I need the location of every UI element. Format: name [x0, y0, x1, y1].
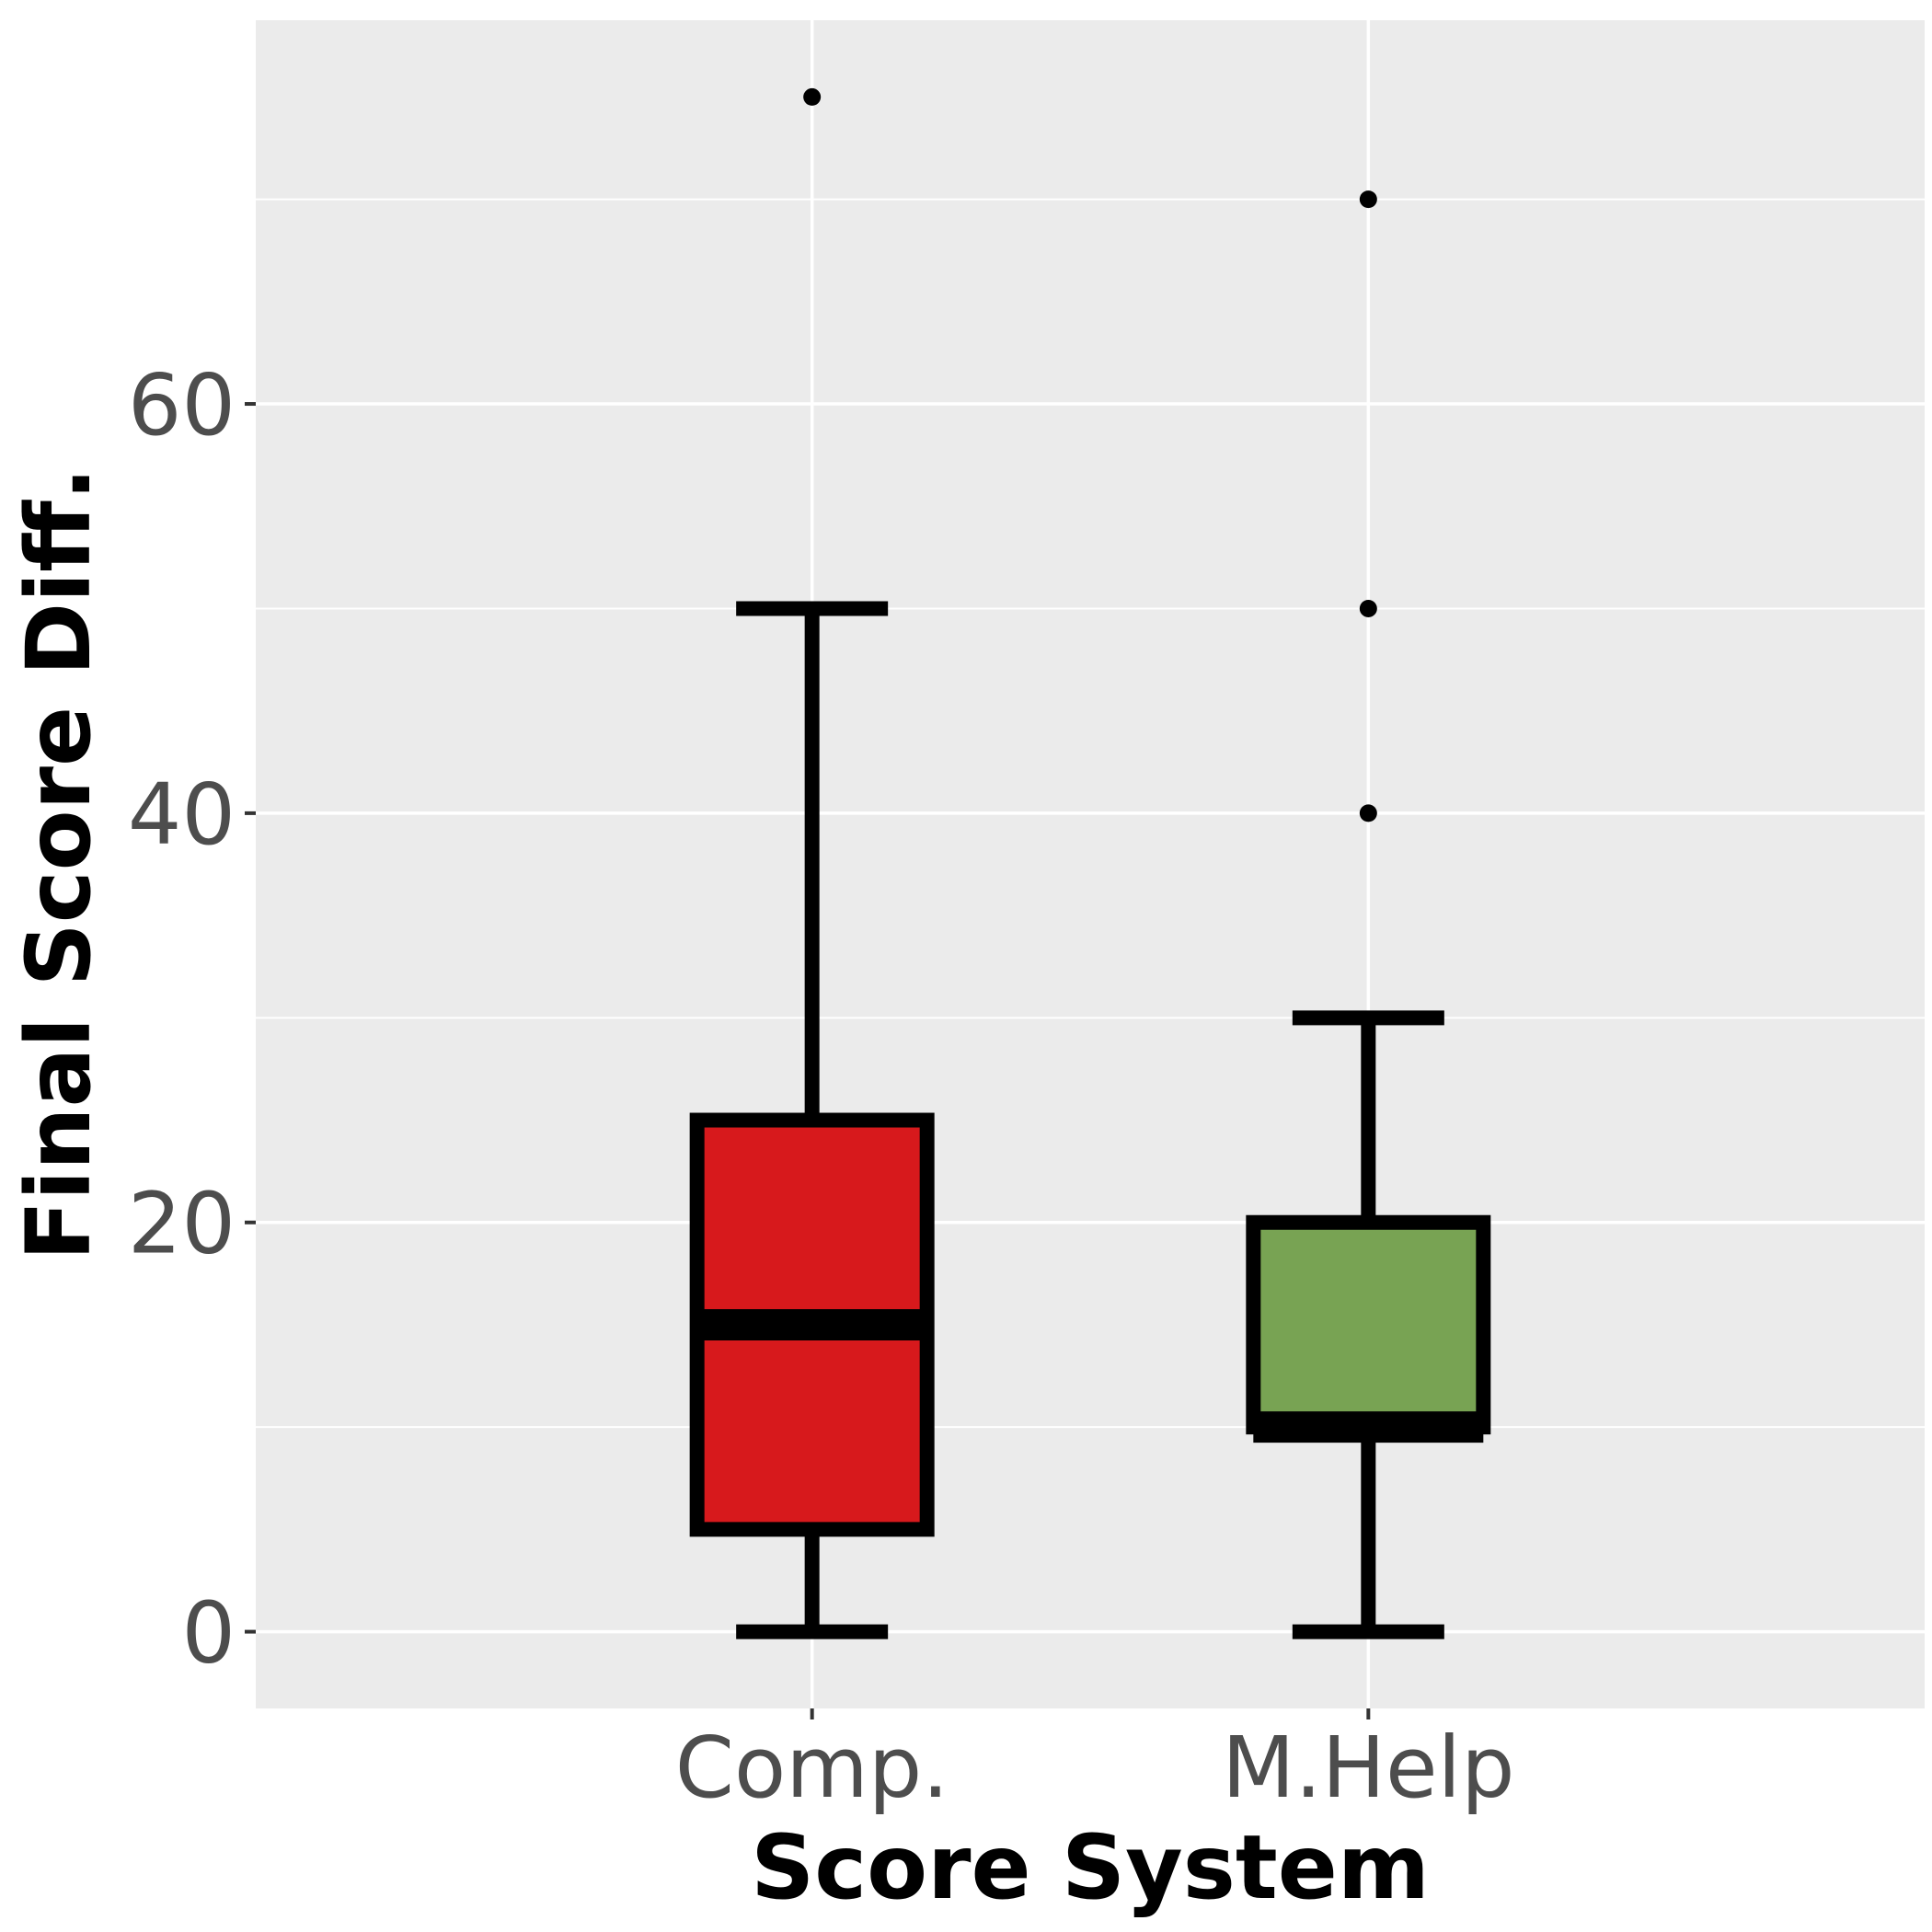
outlier-point — [803, 87, 822, 106]
y-tick-label: 60 — [128, 356, 236, 454]
x-tick-label: M.Help — [1222, 1719, 1514, 1817]
y-tick-label: 0 — [181, 1584, 236, 1683]
box-m-help — [1246, 190, 1491, 1639]
outlier-point — [1359, 190, 1377, 209]
box-body — [1246, 1214, 1491, 1435]
x-axis-title: Score System — [751, 1816, 1430, 1919]
axes-layer: 0 20 40 60 Comp. M.Help — [128, 356, 1515, 1817]
outlier-point — [1359, 804, 1377, 822]
x-tick-label: Comp. — [675, 1719, 949, 1817]
y-tick-label: 40 — [128, 765, 236, 864]
y-tick-label: 20 — [128, 1175, 236, 1273]
box-comp — [689, 87, 935, 1639]
boxes-layer — [689, 87, 1491, 1639]
outlier-point — [1359, 599, 1377, 617]
y-axis-title: Final Score Diff. — [7, 467, 110, 1261]
plot-panel — [256, 20, 1925, 1708]
